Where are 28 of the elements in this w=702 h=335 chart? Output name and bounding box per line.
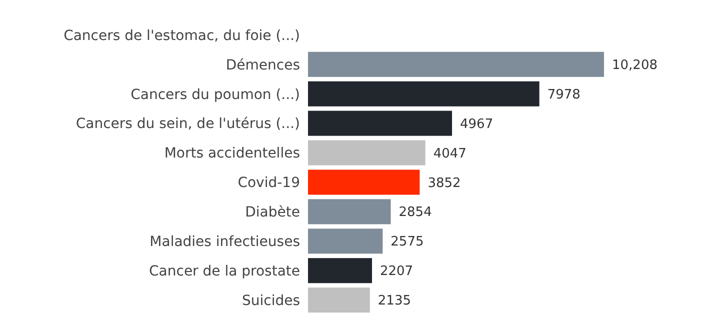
- y-tick-label: Cancer de la prostate: [149, 264, 300, 280]
- bar: [308, 170, 420, 195]
- bar: [308, 228, 383, 254]
- data-label: 2207: [380, 264, 414, 280]
- y-tick-label: Cancers du poumon (...): [130, 86, 300, 103]
- y-tick-label: Cancers du sein, de l'utérus (...): [76, 116, 300, 132]
- y-tick-label: Démences: [226, 57, 300, 74]
- data-label: 4967: [460, 116, 494, 132]
- data-label: 10,208: [612, 58, 658, 73]
- data-label: 2854: [398, 205, 432, 220]
- y-tick-label: Cancers de l'estomac, du foie (...): [64, 28, 300, 44]
- bar: [308, 258, 372, 284]
- data-label: 3852: [428, 176, 461, 191]
- bar: [308, 199, 391, 224]
- y-tick-label: Maladies infectieuses: [150, 234, 300, 250]
- bar: [308, 288, 370, 313]
- y-tick-label: Morts accidentelles: [164, 146, 300, 162]
- bar: [308, 81, 540, 106]
- bar: [308, 140, 426, 166]
- y-tick-label: Suicides: [242, 292, 300, 309]
- data-label: 4047: [433, 146, 466, 162]
- data-label: 2135: [378, 294, 411, 309]
- data-label: 2575: [390, 234, 424, 250]
- bar: [308, 110, 452, 136]
- bar: [308, 52, 604, 77]
- y-tick-label: Covid-19: [238, 175, 300, 192]
- y-tick-label: Diabète: [245, 204, 300, 221]
- data-label: 7978: [547, 87, 580, 102]
